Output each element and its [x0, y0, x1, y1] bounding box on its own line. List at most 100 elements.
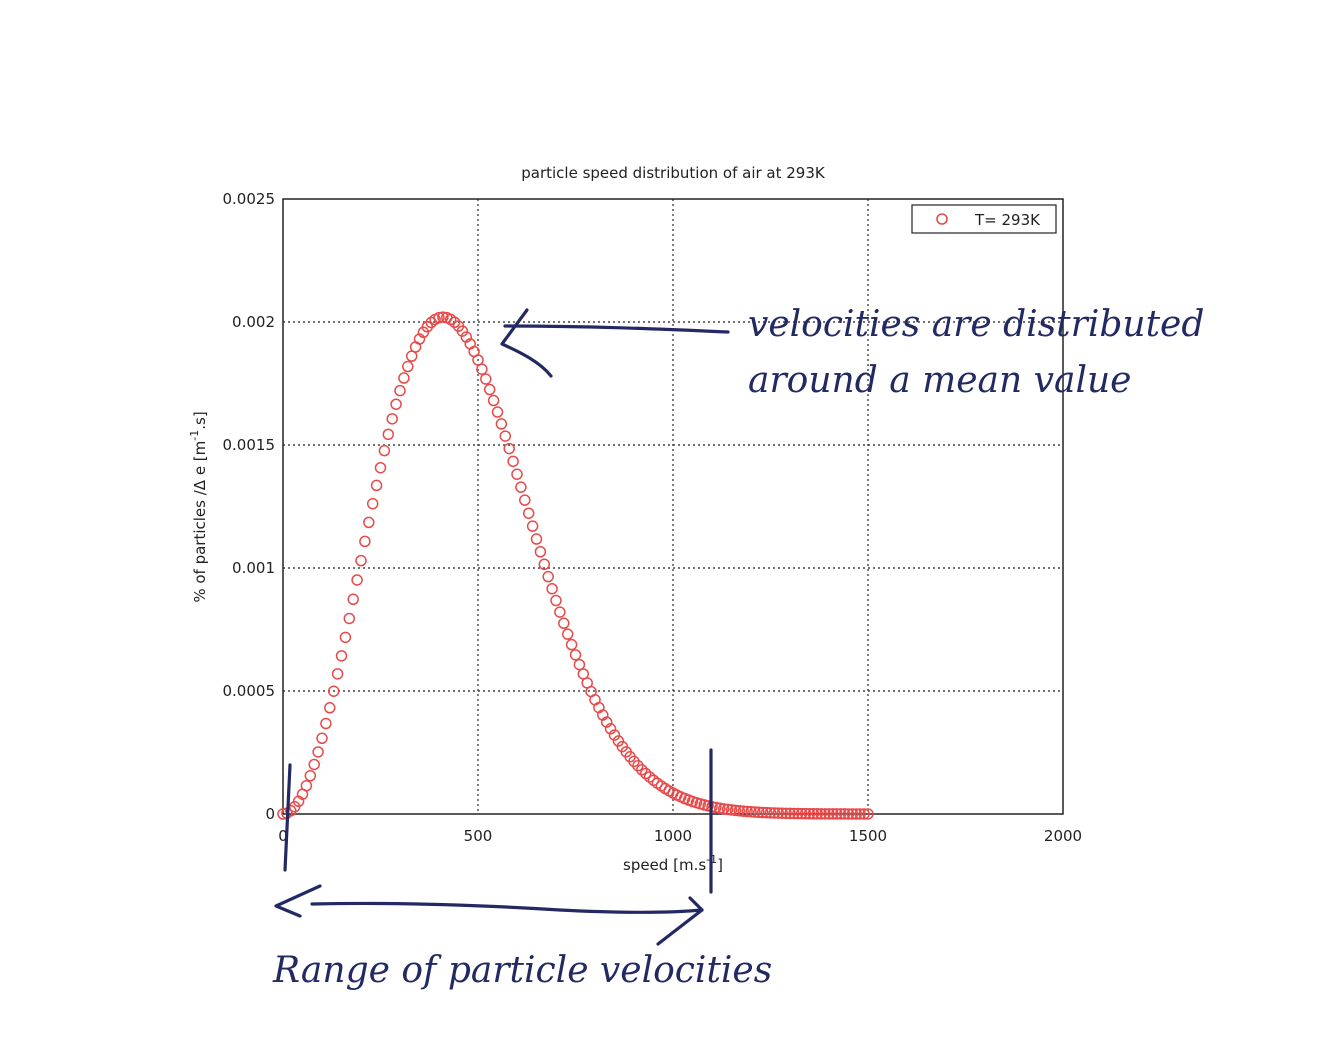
mean-note-line2: around a mean value: [748, 360, 1131, 401]
data-point: [359, 535, 371, 548]
legend: T= 293K: [911, 204, 1057, 234]
data-point: [604, 723, 617, 735]
data-point: [519, 494, 531, 506]
data-point: [433, 311, 445, 324]
data-point: [526, 520, 539, 532]
data-point: [355, 554, 367, 567]
data-point: [480, 373, 492, 385]
data-point: [569, 649, 582, 661]
x-tick-label: 0: [278, 827, 288, 845]
data-point: [834, 808, 847, 820]
data-point: [378, 444, 391, 457]
mean-arrow-shaft: [503, 324, 730, 334]
data-point: [312, 746, 324, 758]
x-tick-label: 2000: [1044, 827, 1082, 845]
data-point: [780, 807, 792, 820]
grid-layer: [283, 199, 1063, 814]
data-point: [515, 481, 527, 493]
data-point: [721, 803, 734, 816]
data-point: [538, 558, 551, 571]
mean-note-line1: velocities are distributed: [748, 304, 1204, 345]
data-point: [717, 803, 730, 815]
data-point: [554, 606, 566, 618]
data-point: [729, 804, 742, 817]
data-point: [456, 325, 469, 337]
data-point: [558, 617, 570, 630]
data-point: [491, 406, 504, 418]
data-point: [831, 808, 843, 820]
data-point: [483, 383, 496, 396]
data-point: [776, 807, 788, 819]
data-point: [565, 638, 578, 651]
data-point: [768, 807, 781, 819]
x-tick-label: 1000: [654, 827, 692, 845]
data-point: [394, 384, 406, 397]
data-point: [386, 413, 398, 425]
data-point: [784, 807, 796, 820]
data-point: [764, 807, 777, 819]
data-point: [487, 394, 500, 407]
data-point: [511, 468, 523, 480]
data-point: [815, 808, 827, 820]
data-point: [737, 805, 749, 817]
data-point: [745, 806, 757, 818]
data-point: [823, 808, 835, 820]
data-point: [827, 808, 839, 820]
range-arrow-left-head: [274, 884, 322, 918]
data-point: [550, 594, 562, 607]
data-point: [402, 360, 414, 373]
data-point: [499, 430, 512, 442]
data-point: [714, 802, 726, 814]
data-point: [632, 759, 644, 772]
data-point: [522, 507, 535, 519]
data-point: [807, 808, 820, 820]
data-point: [343, 612, 356, 625]
data-point: [733, 805, 746, 817]
data-point: [546, 582, 558, 595]
y-tick-label: 0.0025: [223, 190, 276, 208]
data-point: [850, 808, 863, 820]
data-point: [792, 807, 804, 820]
range-note: Range of particle velocities: [272, 950, 772, 991]
data-point: [636, 764, 648, 776]
data-point: [300, 779, 313, 792]
data-point: [316, 732, 328, 745]
data-point: [811, 808, 824, 820]
data-point: [534, 546, 547, 558]
data-point: [819, 808, 831, 820]
data-point: [335, 650, 348, 662]
data-point: [561, 628, 574, 640]
data-point: [542, 570, 554, 583]
data-point: [639, 767, 652, 780]
data-point: [795, 807, 808, 820]
data-point: [760, 806, 773, 819]
data-point: [374, 461, 387, 474]
data-point: [799, 807, 812, 820]
data-point: [339, 631, 352, 644]
range-arrow-shaft: [310, 901, 704, 914]
data-point: [366, 497, 379, 510]
data-point: [608, 729, 621, 741]
x-axis-label: speed [m.s-1]: [623, 853, 723, 874]
data-point: [390, 398, 402, 410]
x-tick-label: 1500: [849, 827, 887, 845]
chart-title: particle speed distribution of air at 29…: [521, 164, 826, 182]
data-point: [448, 316, 461, 328]
data-point: [285, 805, 297, 817]
series-points: [277, 311, 874, 820]
data-point: [846, 808, 859, 820]
y-axis-label: % of particles /Δ e [m-1.s]: [188, 411, 209, 602]
data-point: [327, 685, 340, 697]
data-point: [398, 372, 410, 384]
legend-marker: [936, 213, 948, 225]
legend-box: [911, 204, 1057, 234]
data-point: [437, 311, 449, 323]
data-point: [753, 806, 765, 819]
data-point: [351, 574, 363, 586]
y-tick-label: 0.001: [232, 559, 275, 577]
data-point: [600, 716, 613, 728]
data-point: [756, 806, 769, 819]
plot-frame: [282, 198, 1064, 815]
